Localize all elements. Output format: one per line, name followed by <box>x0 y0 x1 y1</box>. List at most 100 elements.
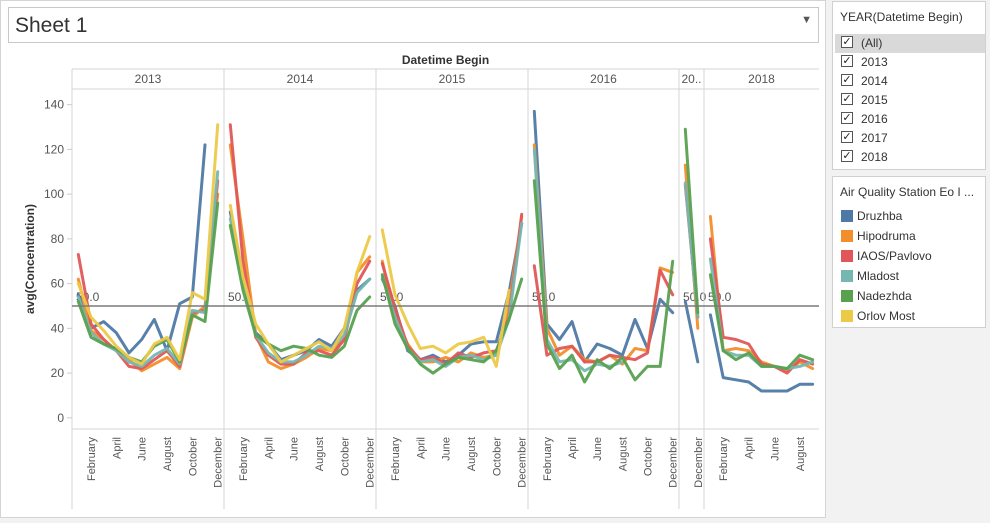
legend-swatch <box>841 290 853 302</box>
y-tick-label: 100 <box>44 187 64 201</box>
x-tick-label: August <box>466 437 478 471</box>
year-filter-item[interactable]: ✓ 2015 <box>835 91 985 110</box>
series-line-druzhba <box>708 313 815 393</box>
series-line-orlov-most <box>76 123 220 366</box>
legend-swatch <box>841 250 853 262</box>
y-tick-label: 120 <box>44 142 64 156</box>
legend-swatch <box>841 270 853 282</box>
series-line-iaos-pavlovo <box>708 237 815 375</box>
x-tick-label: April <box>567 437 579 459</box>
x-tick-label: August <box>795 437 807 471</box>
year-filter-label: 2017 <box>861 131 888 145</box>
x-tick-label: December <box>365 437 377 488</box>
x-tick-label: December <box>213 437 225 488</box>
x-tick-label: June <box>592 437 604 461</box>
y-tick-label: 140 <box>44 98 64 112</box>
legend-label: Hipodruma <box>857 229 916 243</box>
year-filter-label: 2014 <box>861 74 888 88</box>
x-tick-label: April <box>744 437 756 459</box>
x-tick-label: June <box>289 437 301 461</box>
x-tick-label: February <box>86 437 98 482</box>
series-line-druzhba <box>76 143 207 355</box>
series-line-iaos-pavlovo <box>532 264 675 364</box>
legend-swatch <box>841 230 853 242</box>
y-tick-label: 0 <box>57 411 64 425</box>
legend-swatch <box>841 210 853 222</box>
x-tick-label: August <box>617 437 629 471</box>
legend-item[interactable]: Nadezhda <box>835 287 985 307</box>
chart-top-title: Datetime Begin <box>402 53 489 67</box>
y-tick-label: 40 <box>51 321 65 335</box>
x-tick-label: December <box>693 437 705 488</box>
y-tick-label: 20 <box>51 366 65 380</box>
legend-item[interactable]: Orlov Most <box>835 307 985 327</box>
series-line-hipodruma <box>76 192 220 373</box>
checkbox-icon[interactable]: ✓ <box>841 131 853 143</box>
x-tick-label: June <box>137 437 149 461</box>
x-tick-label: February <box>718 437 730 482</box>
legend-label: Orlov Most <box>857 309 916 323</box>
y-tick-label: 60 <box>51 277 65 291</box>
pane-year-label: 2016 <box>590 72 617 86</box>
series-line-orlov-most <box>228 203 372 364</box>
station-legend-panel: Air Quality Station Eo I ... Druzhba Hipo… <box>832 176 986 328</box>
year-filter-label: 2016 <box>861 112 888 126</box>
year-filter-item[interactable]: ✓ (All) <box>835 34 985 53</box>
pane-year-label: 2015 <box>439 72 466 86</box>
series-line-nadezhda <box>708 273 815 371</box>
x-tick-label: October <box>339 437 351 476</box>
year-filter-item[interactable]: ✓ 2017 <box>835 129 985 148</box>
checkbox-icon[interactable]: ✓ <box>841 74 853 86</box>
sheet-title-bar[interactable]: Sheet 1 ▼ <box>8 7 819 43</box>
year-filter-item[interactable]: ✓ 2016 <box>835 110 985 129</box>
series-line-orlov-most <box>380 228 511 368</box>
legend-item[interactable]: Hipodruma <box>835 227 985 247</box>
legend-label: Druzhba <box>857 209 903 223</box>
checkbox-icon[interactable]: ✓ <box>841 55 853 67</box>
year-filter-label: (All) <box>861 36 883 50</box>
chevron-down-icon[interactable]: ▼ <box>801 14 812 26</box>
x-tick-label: December <box>517 437 529 488</box>
x-tick-label: February <box>238 437 250 482</box>
series-line-nadezhda <box>683 127 700 315</box>
x-tick-label: December <box>668 437 680 488</box>
y-axis-label: avg(Concentration) <box>23 204 37 314</box>
year-filter-panel: YEAR(Datetime Begin) ✓ (All) ✓ 2013 ✓ 2014 ✓ 20… <box>832 1 986 170</box>
x-tick-label: August <box>162 437 174 471</box>
year-filter-title: YEAR(Datetime Begin) <box>840 10 963 24</box>
x-tick-label: April <box>111 437 123 459</box>
x-tick-label: October <box>643 437 655 476</box>
x-tick-label: April <box>263 437 275 459</box>
pane-year-label: 2014 <box>287 72 314 86</box>
series-line-druzhba <box>683 300 700 364</box>
x-tick-label: June <box>441 437 453 461</box>
x-tick-label: February <box>542 437 554 482</box>
series-line-nadezhda <box>228 223 372 359</box>
worksheet: Sheet 1 ▼ Datetime Begin 0 20 40 60 80 100 120 1… <box>0 0 826 518</box>
x-tick-label: February <box>390 437 402 482</box>
checkbox-icon[interactable]: ✓ <box>841 112 853 124</box>
checkbox-icon[interactable]: ✓ <box>841 150 853 162</box>
legend-item[interactable]: Druzhba <box>835 207 985 227</box>
year-filter-label: 2018 <box>861 150 888 164</box>
legend-label: IAOS/Pavlovo <box>857 249 932 263</box>
x-tick-label: October <box>187 437 199 476</box>
year-filter-label: 2015 <box>861 93 888 107</box>
year-filter-label: 2013 <box>861 55 888 69</box>
year-filter-item[interactable]: ✓ 2014 <box>835 72 985 91</box>
legend-swatch <box>841 310 853 322</box>
checkbox-icon[interactable]: ✓ <box>841 36 853 48</box>
checkbox-icon[interactable]: ✓ <box>841 93 853 105</box>
y-tick-label: 80 <box>51 232 65 246</box>
legend-item[interactable]: Mladost <box>835 267 985 287</box>
legend-label: Mladost <box>857 269 900 283</box>
legend-item[interactable]: IAOS/Pavlovo <box>835 247 985 267</box>
line-chart: Datetime Begin 0 20 40 60 80 100 120 140 avg(Conc… <box>23 53 819 509</box>
x-tick-label: August <box>314 437 326 471</box>
pane-year-label: 2018 <box>748 72 775 86</box>
year-filter-item[interactable]: ✓ 2018 <box>835 148 985 167</box>
pane-year-label: 2013 <box>135 72 162 86</box>
year-filter-item[interactable]: ✓ 2013 <box>835 53 985 72</box>
pane-year-label: 20.. <box>681 72 701 86</box>
sheet-title: Sheet 1 <box>15 14 88 37</box>
